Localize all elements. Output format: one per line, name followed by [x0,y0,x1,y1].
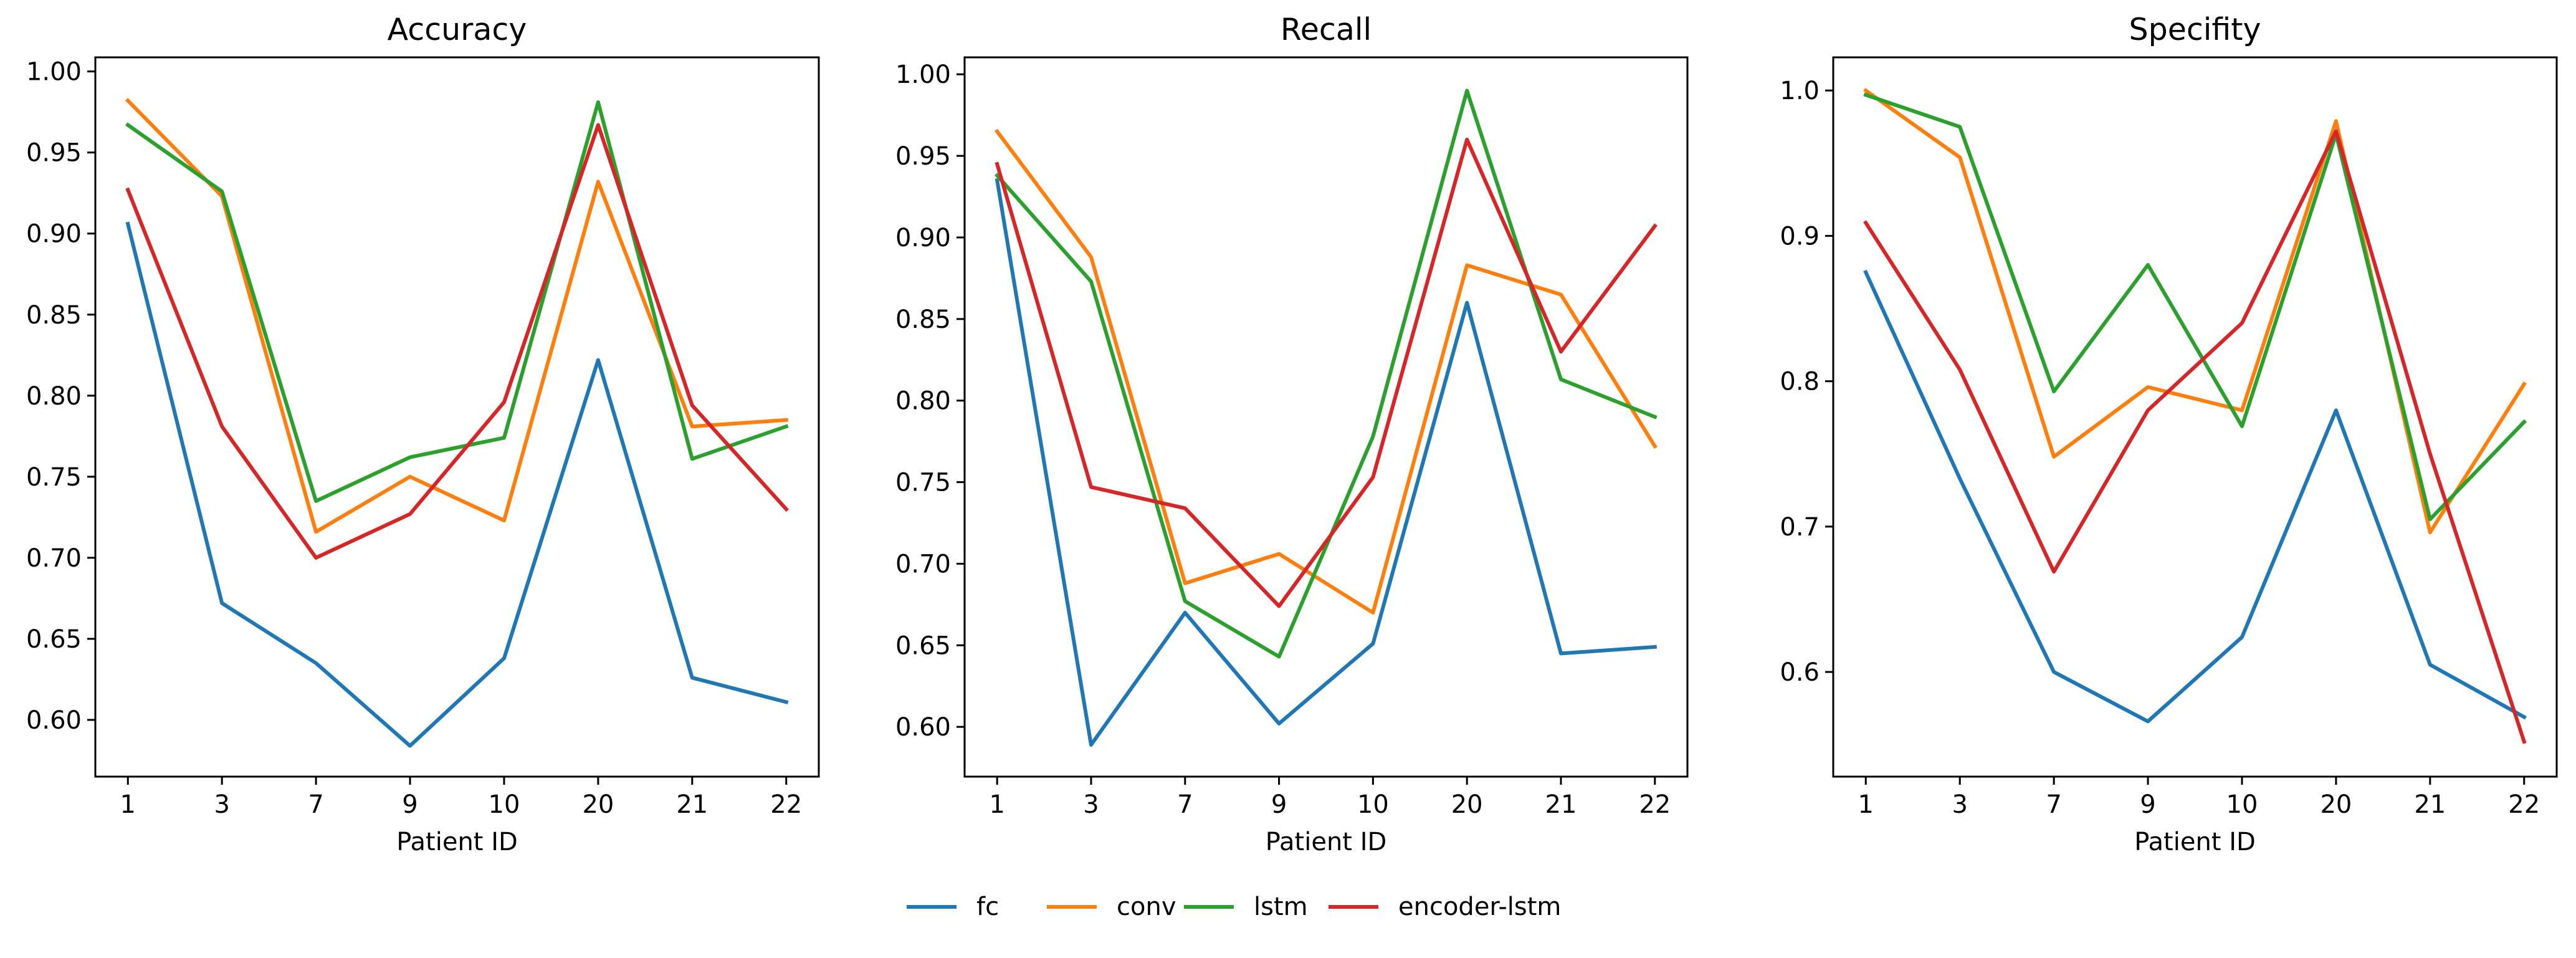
y-tick-label: 1.00 [26,58,82,87]
y-tick-label: 0.95 [895,142,951,171]
x-tick-label: 3 [1952,790,1967,819]
x-tick-label: 3 [1083,790,1099,819]
x-tick-label: 20 [2320,790,2352,819]
legend-entry-encoder-lstm: encoder-lstm [1329,893,1561,921]
legend-label: fc [976,893,999,921]
y-tick-label: 0.60 [26,706,82,735]
chart-title: Accuracy [388,12,527,47]
x-tick-label: 7 [308,790,323,819]
series-line-fc [125,221,789,748]
y-tick-label: 0.75 [26,463,82,492]
x-tick-label: 22 [1639,790,1671,819]
series-group [125,98,789,748]
y-tick-label: 0.75 [895,469,951,497]
x-tick-label: 20 [582,790,614,819]
legend-entry-conv: conv [1047,893,1176,921]
y-tick-label: 0.7 [1780,513,1820,542]
y-tick-label: 0.65 [895,631,951,660]
x-tick-label: 20 [1451,790,1483,819]
x-tick-label: 22 [2508,790,2540,819]
x-tick-label: 7 [1177,790,1193,819]
series-line-fc [1863,269,2527,724]
series-line-lstm [125,100,789,503]
x-tick-label: 7 [2046,790,2061,819]
legend-entry-lstm: lstm [1184,893,1308,921]
x-tick-label: 21 [2414,790,2446,819]
x-tick-label: 1 [1858,790,1874,819]
plot-frame [963,56,1689,778]
y-tick-label: 0.90 [26,220,82,249]
series-line-encoder-lstm [125,123,789,560]
y-tick-label: 0.90 [895,224,951,252]
x-tick-label: 9 [1271,790,1287,819]
chart-panel-2: Recall 1 3 7 9 10 20 21 22 0.60 0.65 0.70 0.75 0.80 0.… [895,12,1689,856]
series-line-conv [125,98,788,534]
x-tick-label: 1 [989,790,1004,819]
chart-panel-3: Specifity 1 3 7 9 10 20 21 22 0.6 0.7 0.8 0.9 1.0 Pati… [1780,12,2558,856]
series-group [1863,88,2527,744]
legend-entry-fc: fc [907,893,999,921]
chart-panel-1: Accuracy 1 3 7 9 10 20 21 22 0.60 0.65 0.70 0.75 0.80… [26,12,820,856]
y-tick-label: 0.70 [26,544,82,573]
plot-frame [94,56,820,778]
series-line-fc [995,178,1658,747]
series-line-lstm [994,89,1658,659]
plot-frame [1832,56,2558,778]
x-axis-label: Patient ID [2134,828,2256,856]
y-tick-label: 0.8 [1780,368,1820,396]
x-tick-label: 10 [1357,790,1389,819]
y-tick-label: 0.95 [26,139,82,168]
y-tick-label: 0.60 [895,713,951,742]
series-line-encoder-lstm [1863,129,2527,744]
y-tick-label: 1.00 [895,60,951,89]
legend-label: conv [1117,893,1176,921]
series-line-encoder-lstm [995,137,1658,608]
y-tick-label: 0.85 [26,301,82,330]
series-group [994,89,1658,747]
chart-title: Specifity [2129,12,2261,47]
x-tick-label: 9 [2140,790,2155,819]
x-tick-label: 10 [489,790,520,819]
x-tick-label: 9 [402,790,417,819]
legend-label: lstm [1254,893,1308,921]
x-tick-label: 3 [214,790,229,819]
series-line-conv [995,128,1658,615]
legend-label: encoder-lstm [1398,893,1561,921]
series-line-conv [1863,88,2527,535]
x-tick-label: 10 [2226,790,2258,819]
x-tick-label: 22 [770,790,802,819]
y-tick-label: 0.80 [895,387,951,416]
y-tick-label: 0.80 [26,382,82,411]
x-tick-label: 1 [120,790,136,819]
y-tick-label: 0.65 [26,625,82,654]
x-axis-label: Patient ID [396,828,518,856]
x-tick-label: 21 [676,790,708,819]
series-line-lstm [1863,92,2527,522]
y-tick-label: 0.70 [895,550,951,578]
chart-title: Recall [1281,12,1371,47]
x-tick-label: 21 [1545,790,1577,819]
y-tick-label: 1.0 [1780,77,1820,105]
legend: fc conv lstm encoder-lstm [907,893,1561,921]
y-tick-label: 0.6 [1780,658,1820,687]
x-axis-label: Patient ID [1266,828,1387,856]
y-tick-label: 0.85 [895,305,951,334]
y-tick-label: 0.9 [1780,222,1820,251]
